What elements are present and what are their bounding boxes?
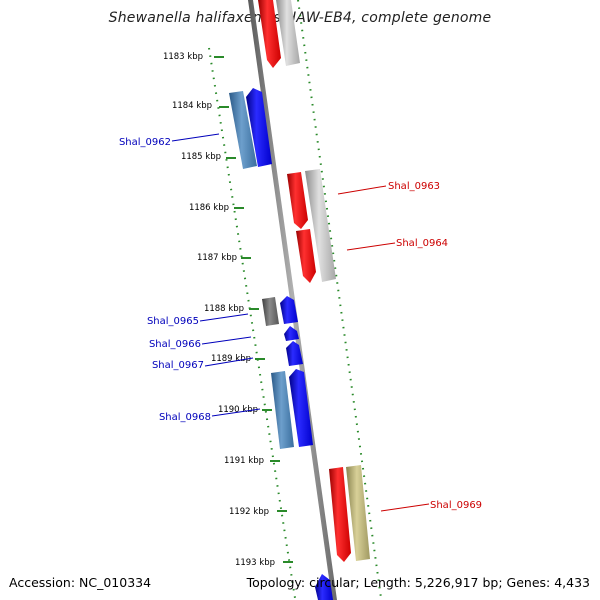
gene-label-Shal_0964[interactable]: Shal_0964 [396, 238, 448, 249]
leader-line [201, 336, 252, 345]
ruler-dotted-line-right [297, 0, 382, 599]
cds-Shal_0962-b[interactable] [246, 88, 272, 167]
map-title: Shewanella halifaxensis HAW-EB4, complet… [108, 10, 492, 26]
leader-line [171, 133, 220, 142]
topology-text: Topology: circular; Length: 5,226,917 bp… [246, 575, 590, 590]
leader-line [204, 357, 254, 367]
gene-label-Shal_0968[interactable]: Shal_0968 [159, 412, 211, 423]
tick-label: 1184 kbp [172, 101, 212, 111]
tick-label: 1183 kbp [163, 52, 203, 62]
tick-label: 1191 kbp [224, 456, 264, 466]
tick-label: 1186 kbp [189, 203, 229, 213]
cds-Shal_0964[interactable] [296, 229, 316, 283]
cds-bottom-partial[interactable] [315, 574, 333, 600]
ruler-dotted-line-left [208, 47, 296, 599]
cds-Shal_0965-a[interactable] [262, 297, 279, 326]
cds-top-red[interactable] [258, 0, 281, 68]
tick-label: 1192 kbp [229, 507, 269, 517]
cds-top-grey[interactable] [276, 0, 300, 66]
cds-grey-long[interactable] [305, 169, 336, 282]
leader-line [211, 408, 261, 417]
cds-Shal_0968-a[interactable] [271, 371, 294, 449]
cds-Shal_0969-a[interactable] [329, 467, 351, 562]
gene-label-Shal_0965[interactable]: Shal_0965 [147, 316, 199, 327]
cds-Shal_0966[interactable] [284, 326, 299, 341]
gene-label-Shal_0962[interactable]: Shal_0962 [119, 137, 171, 148]
tick-label: 1193 kbp [235, 558, 275, 568]
tick-label: 1189 kbp [211, 354, 251, 364]
cds-Shal_0967[interactable] [286, 341, 303, 366]
leader-line [199, 313, 249, 322]
tick-label: 1190 kbp [218, 405, 258, 415]
cds-Shal_0969-b[interactable] [346, 465, 370, 561]
tick-label: 1188 kbp [204, 304, 244, 314]
gene-label-Shal_0963[interactable]: Shal_0963 [388, 181, 440, 192]
gene-label-Shal_0969[interactable]: Shal_0969 [430, 500, 482, 511]
leader-line [337, 185, 387, 195]
leader-line [380, 503, 430, 512]
tick-label: 1185 kbp [181, 152, 221, 162]
cds-Shal_0962-a[interactable] [229, 91, 257, 169]
tick-label: 1187 kbp [197, 253, 237, 263]
ruler-ticks [214, 56, 293, 563]
cds-Shal_0963[interactable] [287, 172, 308, 229]
gene-label-Shal_0967[interactable]: Shal_0967 [152, 360, 204, 371]
accession-text: Accession: NC_010334 [9, 575, 152, 590]
cds-Shal_0968-b[interactable] [289, 369, 313, 447]
leader-line [346, 242, 396, 251]
gene-label-Shal_0966[interactable]: Shal_0966 [149, 339, 201, 350]
cds-Shal_0965-b[interactable] [280, 296, 298, 324]
